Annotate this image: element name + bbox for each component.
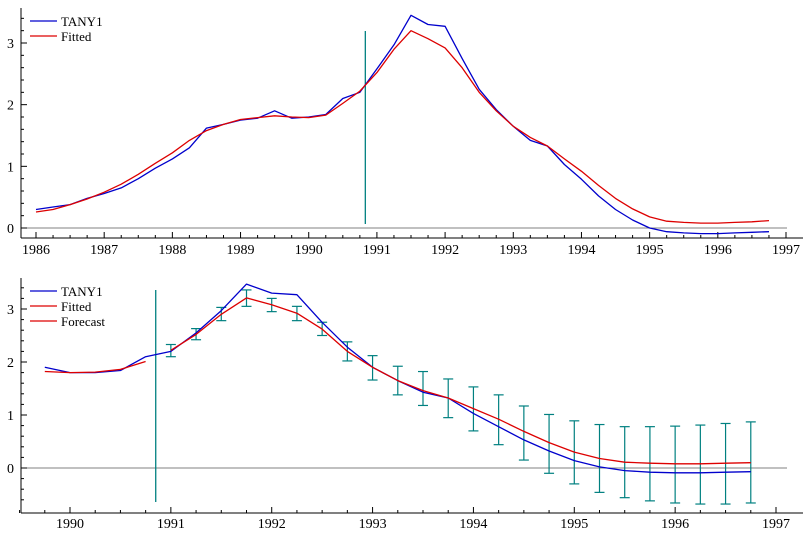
x-tick-label: 1988 [158,243,186,258]
legend-label: Forecast [61,314,105,329]
legend-label: TANY1 [61,284,103,299]
x-tick-label: 1994 [459,517,487,532]
x-tick-label: 1991 [363,243,391,258]
x-tick-label: 1995 [560,517,588,532]
x-tick-label: 1992 [258,517,286,532]
legend-label: TANY1 [61,14,103,29]
x-tick-label: 1986 [22,243,50,258]
chart-panel-1: 0 1 2 3 1986 1987 1988 1989 1990 1991 1992 1993 1994… [7,8,803,258]
y-tick-label: 1 [7,160,14,175]
x-tick-label: 1994 [567,243,595,258]
x-tick-label: 1990 [56,517,84,532]
x-tick-label: 1993 [359,517,387,532]
y-tick-label: 0 [7,222,14,237]
x-tick-label: 1996 [661,517,689,532]
x-tick-label: 1995 [636,243,664,258]
y-tick-label: 2 [7,356,14,371]
x-tick-label: 1989 [227,243,255,258]
y-tick-label: 0 [7,462,14,477]
series-line-forecast [170,297,751,465]
x-tick-label: 1987 [90,243,118,258]
y-tick-label: 3 [7,303,14,318]
legend-label: Fitted [61,29,92,44]
x-tick-label: 1992 [431,243,459,258]
x-tick-label: 1996 [704,243,732,258]
x-tick-label: 1991 [157,517,185,532]
x-tick-label: 1993 [499,243,527,258]
series-line-tany1 [35,14,770,235]
series-line-fitted [35,30,770,224]
y-tick-label: 1 [7,409,14,424]
x-tick-label: 1990 [295,243,323,258]
x-tick-label: 1997 [762,517,790,532]
series-line-fitted [44,360,146,374]
legend-label: Fitted [61,299,92,314]
chart-panel-2: 0 1 2 3 1990 1991 1992 1993 1994 1995 1996 1997 TANY… [7,278,803,532]
y-tick-label: 2 [7,99,14,114]
y-tick-label: 3 [7,37,14,52]
x-tick-label: 1997 [772,243,800,258]
